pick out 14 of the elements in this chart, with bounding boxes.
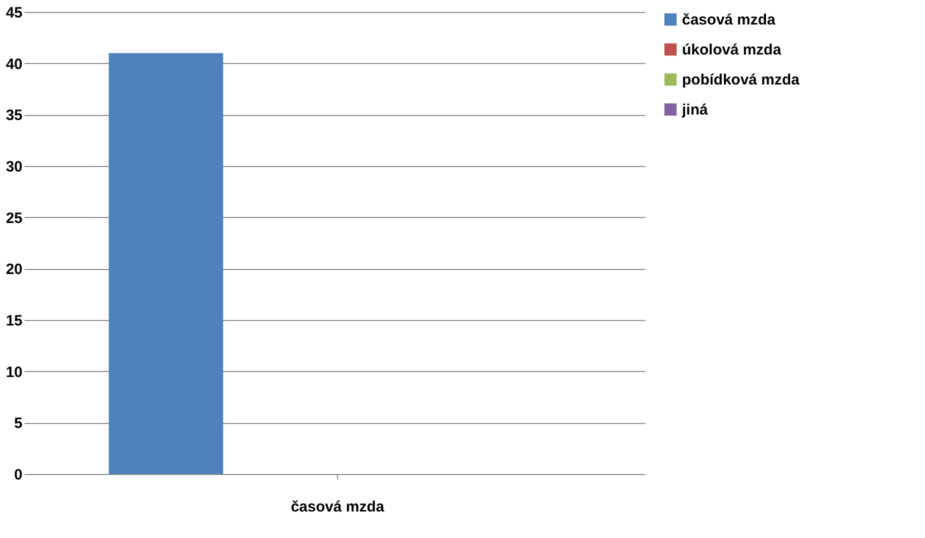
y-tick-label: 30 xyxy=(6,158,22,176)
y-tick-label: 35 xyxy=(6,107,22,124)
y-tick-label: 25 xyxy=(6,210,22,227)
legend-label: pobídková mzda xyxy=(682,72,800,88)
legend-label: úkolová mzda xyxy=(682,42,782,58)
y-tick-label: 20 xyxy=(6,261,22,278)
legend-label: časová mzda xyxy=(682,12,776,28)
y-tick-label: 10 xyxy=(6,364,22,381)
y-tick-label: 45 xyxy=(6,4,22,22)
y-tick-label: 15 xyxy=(6,312,22,330)
y-tick-label: 40 xyxy=(6,56,22,73)
legend-label: jiná xyxy=(681,102,708,118)
y-tick-label: 5 xyxy=(14,415,22,432)
y-tick-label: 0 xyxy=(14,466,22,484)
